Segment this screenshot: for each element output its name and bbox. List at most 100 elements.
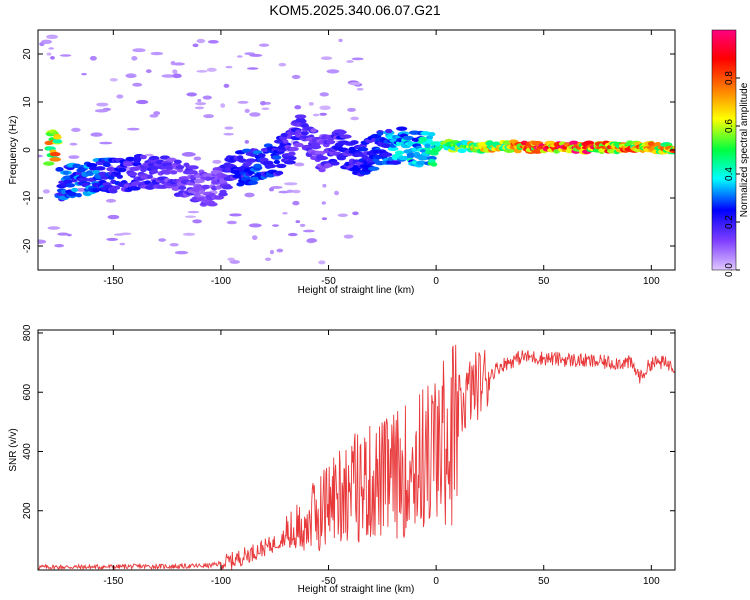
spectrogram-noise-blob [319,105,331,111]
spectrogram-noise-blob [244,108,250,114]
spectrogram-cell [53,135,62,140]
spectrogram-cell [272,155,282,160]
spectrogram-noise-blob [282,211,288,215]
spectrogram-noise-blob [194,106,205,110]
spectrogram-cell [102,162,111,168]
spectrogram-noise-blob [158,238,167,242]
snr-xtick-label: 50 [538,576,550,587]
spectrogram-noise-blob [236,55,243,58]
spectrogram-noise-blob [172,69,178,74]
spectrogram-noise-blob [89,55,97,61]
spectrogram-noise-blob [286,189,294,193]
spectrogram-noise-blob [116,94,124,99]
spectrogram-cell [264,163,277,169]
snr-x-ticks: -150 -100 -50 0 50 100 [103,330,660,587]
spectrogram-cell [202,173,214,178]
spectrogram-noise-blob [59,54,72,57]
spectrogram-cell [140,167,147,173]
spectrogram-cell [357,147,369,152]
spectrogram-noise-blob [196,38,206,44]
spectrogram-ytick-label: -20 [22,238,33,253]
snr-y-ticks: 200 400 600 800 [22,324,675,519]
spectrogram-cell [71,187,79,193]
colorbar-tick-label: 0.0 [724,263,735,277]
spectrogram-core-cell [672,146,675,150]
spectrogram-noise-blob [125,73,137,79]
snr-xtick-label: -100 [211,576,231,587]
spectrogram-noise-blob [131,55,138,61]
spectrogram-noise-blob [237,100,249,104]
spectrogram-noise-blob [46,52,52,56]
spectrogram-cell [65,183,76,188]
spectrogram-cell [245,158,257,163]
spectrogram-xtick-label: 50 [538,276,550,287]
spectrogram-noise-blob [172,73,182,79]
spectrogram-noise-blob [94,109,109,113]
spectrogram-noise-blob [126,127,140,131]
spectrogram-cell [367,166,380,171]
colorbar: 0.0 0.2 0.4 0.6 0.8 Normalized spectral ampl… [711,29,750,277]
spectrogram-cell [187,165,199,170]
spectrogram-cell [77,177,89,182]
spectrogram-cell [95,166,106,171]
spectrogram-noise-blob [294,162,305,167]
spectrogram-noise-blob [144,153,154,157]
spectrogram-xtick-label: -100 [211,276,231,287]
spectrogram-noise-blob [264,257,272,262]
spectrogram-cell [175,165,185,170]
spectrogram-cell [282,139,289,144]
spectrogram-noise-blob [119,232,132,236]
spectrogram-cell [166,157,177,162]
spectrogram-cell [253,163,262,168]
colorbar-label: Normalized spectral amplitude [739,82,750,217]
spectrogram-ytick-label: 10 [22,96,33,108]
spectrogram-cell [49,157,62,162]
spectrogram-cell [100,175,110,180]
spectrogram-cell [139,154,147,160]
spectrogram-noise-blob [244,192,255,198]
spectrogram-noise-blob [348,82,361,86]
spectrogram-cell [204,176,212,181]
spectrogram-noise-blob [47,226,61,230]
spectrogram-cell [128,186,141,191]
spectrogram-noise-blob [268,187,275,192]
spectrogram-cell [583,140,595,146]
spectrogram-cell [283,160,296,165]
spectrogram-cell [85,170,94,175]
snr-xtick-label: 100 [643,576,660,587]
snr-xtick-label: -150 [103,576,123,587]
spectrogram-xtick-label: -150 [103,276,123,287]
spectrogram-noise-blob [106,237,119,241]
spectrogram-noise-blob [68,156,79,159]
snr-xtick-label: -50 [321,576,336,587]
spectrogram-noise-blob [251,235,258,241]
spectrogram-noise-blob [244,139,249,144]
spectrogram-noise-blob [145,69,152,74]
spectrogram-noise-blob [319,92,329,97]
spectrogram-cell [273,159,281,165]
spectrogram-noise-blob [182,232,196,236]
spectrogram-noise-blob [40,39,53,44]
spectrogram-noise-blob [132,82,143,87]
spectrogram-xtick-label: -50 [321,276,336,287]
spectrogram-cell [350,140,359,145]
spectrogram-noise-blob [334,190,340,196]
spectrogram-noise-blob [220,103,226,108]
spectrogram-noise-blob [249,53,263,57]
spectrogram-ytick-label: -10 [22,190,33,205]
spectrogram-noise-blob [343,234,354,239]
spectrogram-x-ticks: -150 -100 -50 0 50 100 [103,30,660,287]
snr-ytick-label: 200 [22,502,33,519]
spectrogram-cell [248,180,259,185]
spectrogram-noise-blob [50,56,55,60]
spectrogram-cell [164,165,174,170]
spectrogram-noise-blob [71,127,81,133]
spectrogram-noise-blob [195,102,207,106]
spectrogram-cell [178,185,187,191]
spectrogram-cell [654,141,662,147]
snr-xlabel: Height of straight line (km) [298,584,415,595]
spectrogram-noise-blob [302,229,315,233]
spectrogram-noise-blob [132,48,146,53]
spectrogram-noise-blob [206,67,217,72]
snr-ytick-label: 800 [22,324,33,341]
